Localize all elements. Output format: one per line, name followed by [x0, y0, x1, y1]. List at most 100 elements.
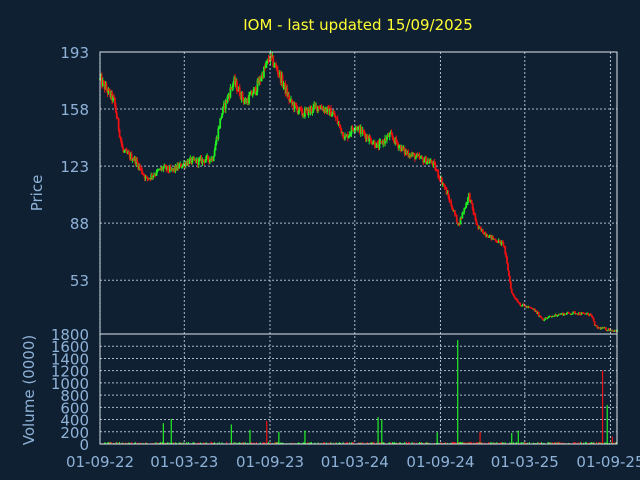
- candle-body: [615, 330, 617, 332]
- candle-body: [471, 203, 474, 209]
- candle-body: [372, 143, 374, 145]
- candle-body: [222, 103, 225, 107]
- candle-body: [477, 225, 480, 229]
- candle-body: [232, 82, 235, 87]
- candle-body: [331, 114, 333, 117]
- candle-body: [417, 155, 420, 157]
- candle-body: [161, 167, 164, 170]
- candle-body: [561, 313, 563, 315]
- candle-body: [289, 100, 291, 102]
- candle-body: [578, 312, 581, 315]
- candle-body: [314, 104, 317, 106]
- candle-body: [321, 108, 324, 111]
- candle-body: [237, 87, 240, 91]
- candle-body: [100, 76, 103, 86]
- candle-body: [278, 72, 281, 75]
- candle-body: [532, 308, 535, 310]
- candle-body: [451, 206, 454, 210]
- candle-body: [389, 132, 392, 134]
- candle-body: [549, 316, 552, 318]
- candle-body: [233, 77, 236, 83]
- price-tick-label: 53: [70, 272, 89, 290]
- candle-body: [180, 163, 182, 168]
- candle-body: [206, 155, 209, 157]
- candle-body: [468, 193, 471, 202]
- candle-body: [353, 129, 356, 131]
- candle-body: [587, 312, 590, 316]
- candle-body: [146, 177, 149, 179]
- candle-body: [187, 160, 190, 164]
- candle-body: [214, 144, 217, 151]
- candle-body: [220, 117, 222, 119]
- candle-body: [303, 114, 305, 117]
- candle-body: [274, 64, 277, 67]
- candle-body: [543, 319, 546, 321]
- candle-body: [539, 316, 542, 318]
- candle-body: [325, 108, 328, 113]
- candle-body: [292, 103, 295, 109]
- candle-body: [149, 177, 152, 180]
- candle-body: [454, 210, 456, 215]
- candle-body: [505, 253, 508, 257]
- candle-body: [455, 214, 458, 222]
- candle-body: [614, 330, 617, 332]
- candle-body: [312, 106, 315, 112]
- candle-body: [456, 221, 459, 225]
- candle-body: [599, 327, 602, 330]
- candle-body: [301, 108, 304, 116]
- candle-body: [340, 127, 343, 134]
- volume-frame: [99, 333, 618, 445]
- candle-body: [497, 240, 500, 243]
- candle-body: [537, 312, 540, 317]
- candle-body: [472, 208, 475, 214]
- candle-body: [576, 313, 578, 315]
- volume-tick-label: 0: [79, 436, 89, 454]
- candle-body: [127, 152, 129, 154]
- candle-body: [572, 311, 575, 314]
- candle-body: [356, 127, 359, 130]
- candle-body: [265, 60, 268, 65]
- candle-body: [574, 311, 576, 315]
- candle-body: [105, 84, 108, 90]
- candle-body: [598, 327, 601, 329]
- candle-body: [438, 176, 440, 178]
- candle-body: [600, 327, 603, 330]
- candle-body: [186, 160, 189, 166]
- candle-body: [459, 217, 462, 225]
- candle-body: [402, 147, 405, 150]
- candle-body: [261, 73, 263, 79]
- candle-body: [549, 316, 551, 318]
- candle-body: [413, 153, 416, 160]
- candle-body: [386, 136, 388, 141]
- candle-body: [231, 86, 234, 88]
- candle-body: [576, 314, 579, 316]
- candle-body: [205, 156, 208, 161]
- candle-body: [182, 162, 185, 165]
- candle-body: [221, 113, 223, 118]
- candle-body: [414, 156, 417, 160]
- candle-body: [381, 141, 384, 145]
- candle-body: [201, 159, 204, 164]
- candle-body: [558, 313, 561, 315]
- candle-body: [271, 55, 274, 57]
- candle-body: [584, 313, 587, 315]
- candle-body: [369, 136, 372, 139]
- candle-body: [110, 92, 113, 97]
- candle-body: [527, 306, 530, 308]
- candle-body: [244, 100, 247, 102]
- candle-body: [318, 106, 320, 109]
- candle-body: [177, 164, 180, 169]
- candle-body: [168, 170, 170, 172]
- candle-body: [290, 99, 292, 101]
- candle-body: [467, 193, 470, 198]
- candle-body: [131, 159, 134, 161]
- candle-body: [413, 153, 415, 155]
- candle-body: [198, 158, 201, 160]
- candle-body: [437, 170, 440, 177]
- candle-body: [228, 95, 231, 98]
- candle-body: [280, 75, 283, 83]
- candle-body: [495, 241, 498, 243]
- candle-body: [358, 126, 360, 128]
- candle-body: [440, 177, 442, 181]
